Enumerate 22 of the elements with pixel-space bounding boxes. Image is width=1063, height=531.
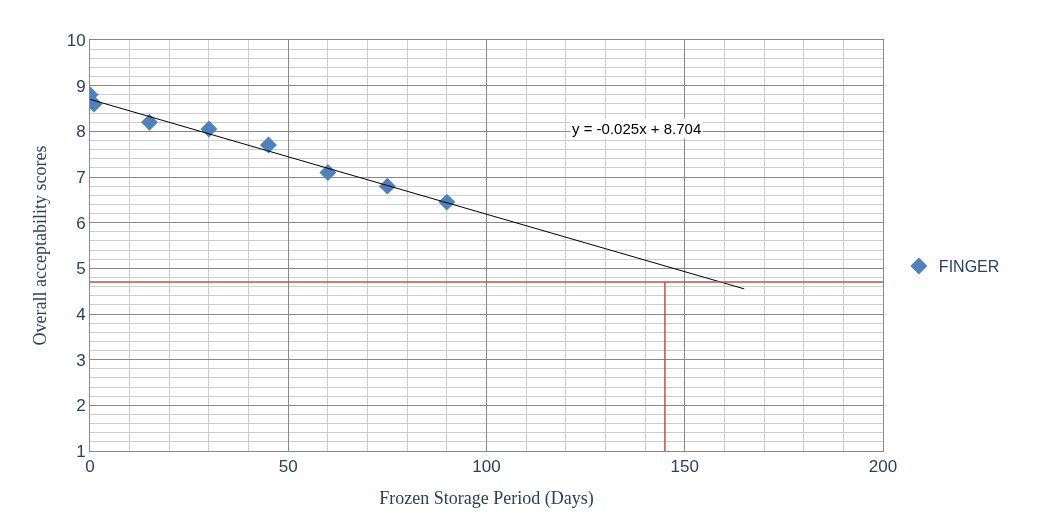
y-tick-label: 1 (76, 441, 86, 461)
x-tick-label: 200 (868, 457, 898, 477)
y-tick-label: 8 (76, 122, 86, 142)
y-tick-label: 9 (76, 76, 86, 96)
x-tick-label: 100 (472, 457, 501, 477)
y-tick-label: 7 (76, 167, 86, 187)
y-tick-label: 10 (66, 30, 86, 50)
y-tick-label: 3 (76, 350, 86, 370)
y-axis-title: Overall acceptability scores (29, 145, 50, 346)
legend-label: FINGER (938, 258, 1000, 276)
x-tick-label: 150 (670, 457, 699, 477)
y-tick-label: 2 (76, 396, 86, 416)
point (200, 120, 218, 138)
x-tick-label: 0 (85, 457, 95, 477)
annotation: y = -0.025x + 8.704 (572, 120, 702, 137)
point (259, 136, 277, 154)
y-tick-label: 4 (76, 304, 86, 324)
point (141, 113, 158, 131)
y-tick-label: 5 (76, 259, 86, 279)
x-tick-label: 50 (278, 457, 298, 477)
x-axis-title: Frozen Storage Period (Days) (379, 487, 594, 509)
y-tick-label: 6 (76, 213, 86, 233)
